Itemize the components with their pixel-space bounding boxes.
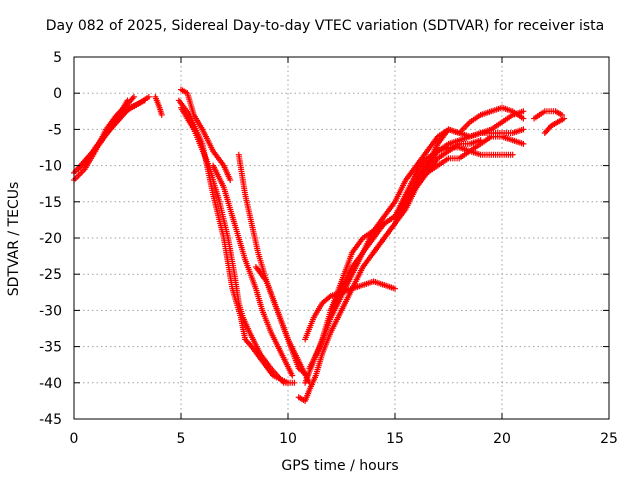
series-track-9 [210, 162, 296, 379]
data-point [145, 93, 152, 100]
series-track-15 [302, 278, 398, 343]
data-point [520, 108, 527, 115]
data-points-layer [71, 86, 568, 404]
data-point [392, 285, 398, 292]
x-axis-ticks: 0 5 10 15 20 25 [70, 57, 618, 447]
data-point [291, 379, 298, 386]
data-point [158, 111, 165, 118]
series-track-10 [235, 151, 313, 386]
series-track-20 [541, 115, 568, 137]
data-point [520, 126, 527, 133]
x-tick-label: 5 [177, 431, 186, 447]
series-track-18 [424, 133, 527, 176]
series-track-17 [370, 104, 527, 256]
x-tick-label: 10 [279, 431, 297, 447]
y-tick-label: 0 [53, 86, 62, 102]
x-tick-label: 20 [493, 431, 511, 447]
y-tick-label: -10 [39, 159, 62, 175]
series-track-4 [81, 97, 131, 169]
y-tick-label: -35 [39, 340, 62, 356]
data-point [289, 372, 296, 379]
x-tick-label: 15 [386, 431, 404, 447]
y-tick-label: -20 [39, 231, 62, 247]
series-track-13 [302, 137, 484, 386]
data-point [124, 97, 131, 104]
y-tick-label: -40 [39, 376, 62, 392]
data-point [520, 115, 527, 122]
chart-title: Day 082 of 2025, Sidereal Day-to-day VTE… [46, 18, 604, 34]
y-tick-label: -25 [39, 267, 62, 283]
y-tick-label: -5 [48, 122, 62, 138]
data-point [509, 151, 516, 158]
data-point [520, 140, 527, 147]
y-tick-label: 5 [53, 50, 62, 66]
series-track-5 [152, 93, 165, 118]
data-point [561, 115, 568, 122]
data-point [141, 97, 148, 104]
y-tick-label: -15 [39, 195, 62, 211]
y-axis-label: SDTVAR / TECUs [6, 182, 22, 297]
grid-layer [74, 57, 609, 419]
y-tick-label: -30 [39, 303, 62, 319]
data-point [130, 93, 137, 100]
series-track-6 [178, 86, 234, 184]
x-tick-label: 25 [600, 431, 618, 447]
data-point [227, 177, 234, 184]
series-track-12 [295, 126, 527, 404]
series-track-8 [178, 104, 298, 386]
series-track-11 [252, 263, 311, 379]
series-track-16 [327, 144, 516, 314]
series-track-14 [306, 108, 527, 372]
series-track-19 [531, 108, 565, 122]
x-tick-label: 0 [70, 431, 79, 447]
y-tick-label: -45 [39, 412, 62, 428]
x-axis-label: GPS time / hours [281, 458, 398, 474]
y-axis-ticks: 5 0 -5 -10 -15 -20 -25 -30 -35 -40 -45 [39, 50, 609, 428]
